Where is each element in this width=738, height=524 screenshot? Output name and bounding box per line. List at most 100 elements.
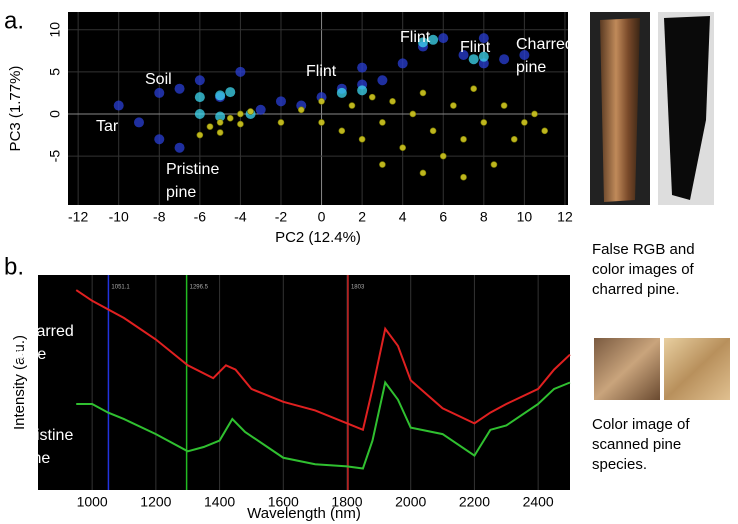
marker-label: 1296.5 bbox=[190, 285, 209, 291]
data-point bbox=[357, 62, 368, 73]
data-point bbox=[318, 119, 325, 126]
data-point bbox=[379, 119, 386, 126]
caption: scanned pine bbox=[592, 436, 681, 453]
false-rgb-image bbox=[600, 18, 640, 202]
x-tick-label: 2200 bbox=[459, 494, 490, 510]
data-point bbox=[113, 100, 124, 111]
data-point bbox=[338, 127, 346, 135]
y-tick-label: 5 bbox=[47, 68, 63, 76]
data-point bbox=[480, 119, 488, 126]
plot-area bbox=[68, 12, 568, 205]
data-point bbox=[541, 127, 548, 135]
data-point bbox=[377, 75, 388, 86]
data-point bbox=[368, 93, 376, 101]
data-point bbox=[397, 58, 408, 69]
data-point bbox=[429, 127, 437, 135]
data-point bbox=[490, 161, 498, 168]
data-point bbox=[174, 83, 185, 94]
marker-label: 1803 bbox=[351, 285, 365, 291]
data-point bbox=[247, 108, 254, 115]
x-tick-label: -4 bbox=[234, 209, 247, 225]
panel-label: b. bbox=[4, 253, 24, 280]
data-point bbox=[470, 85, 477, 92]
data-point bbox=[419, 89, 427, 97]
annotation: pine bbox=[20, 450, 50, 467]
data-point bbox=[519, 49, 530, 60]
data-point bbox=[275, 96, 286, 107]
data-point bbox=[237, 110, 244, 118]
data-point bbox=[225, 87, 236, 98]
x-tick-label: 1600 bbox=[268, 494, 299, 510]
data-point bbox=[379, 161, 386, 168]
data-point bbox=[521, 119, 528, 126]
data-point bbox=[409, 110, 417, 118]
x-tick-label: 6 bbox=[439, 209, 447, 225]
data-point bbox=[468, 54, 479, 65]
data-point bbox=[215, 90, 226, 101]
annotation: pine bbox=[516, 59, 546, 76]
data-point bbox=[460, 173, 467, 181]
spectrum-line bbox=[75, 289, 571, 432]
data-point bbox=[154, 134, 165, 145]
x-tick-label: -12 bbox=[68, 209, 88, 225]
x-axis-label: PC2 (12.4%) bbox=[275, 229, 361, 246]
data-point bbox=[336, 87, 347, 98]
data-point bbox=[206, 123, 214, 130]
data-point bbox=[297, 106, 305, 114]
y-tick-label: 0 bbox=[47, 110, 63, 118]
x-tick-label: 1800 bbox=[331, 494, 362, 510]
x-tick-label: -6 bbox=[194, 209, 207, 225]
data-point bbox=[216, 129, 224, 136]
data-point bbox=[318, 98, 325, 105]
annotation: Soil bbox=[145, 71, 172, 88]
data-point bbox=[348, 102, 356, 109]
x-tick-label: 1000 bbox=[77, 494, 108, 510]
x-tick-label: 8 bbox=[480, 209, 488, 225]
data-point bbox=[277, 119, 285, 126]
data-point bbox=[237, 120, 244, 128]
x-tick-label: 4 bbox=[399, 209, 407, 225]
data-point bbox=[417, 37, 428, 48]
annotation: Flint bbox=[306, 63, 337, 80]
data-point bbox=[194, 75, 205, 86]
annotation: Flint bbox=[400, 29, 431, 46]
x-tick-label: -10 bbox=[109, 209, 129, 225]
y-axis-label: PC3 (1.77%) bbox=[7, 66, 24, 152]
x-tick-label: 2400 bbox=[523, 494, 554, 510]
annotation: Charred bbox=[16, 323, 74, 340]
x-axis-label: Wavelength (nm) bbox=[247, 505, 361, 522]
data-point bbox=[419, 169, 427, 177]
data-point bbox=[439, 152, 447, 160]
annotation: Tar bbox=[96, 118, 119, 135]
annotation: Pristine bbox=[20, 427, 73, 444]
plot-area bbox=[38, 275, 570, 490]
data-point bbox=[194, 108, 205, 119]
data-point bbox=[510, 135, 518, 143]
data-point bbox=[255, 104, 266, 115]
annotation: Flint bbox=[460, 39, 491, 56]
x-tick-label: 10 bbox=[517, 209, 533, 225]
x-tick-label: 2000 bbox=[395, 494, 426, 510]
data-point bbox=[174, 142, 185, 153]
caption: Color image of bbox=[592, 416, 690, 433]
data-point bbox=[389, 98, 396, 105]
x-tick-label: 1200 bbox=[140, 494, 171, 510]
x-tick-label: 2 bbox=[358, 209, 366, 225]
x-tick-label: -8 bbox=[153, 209, 166, 225]
data-point bbox=[478, 33, 489, 44]
color-image bbox=[664, 16, 710, 200]
x-tick-label: 12 bbox=[557, 209, 573, 225]
caption: False RGB and bbox=[592, 241, 695, 258]
spectrum-line bbox=[76, 380, 571, 470]
annotation: Charred bbox=[516, 36, 574, 53]
y-axis-label: Intensity (a.u.) bbox=[11, 335, 28, 430]
data-point bbox=[478, 51, 489, 62]
x-tick-label: 1400 bbox=[204, 494, 235, 510]
y-tick-label: -5 bbox=[47, 150, 63, 163]
data-point bbox=[399, 144, 406, 151]
annotation: pine bbox=[166, 184, 196, 201]
y-tick-label: 10 bbox=[47, 22, 63, 38]
caption: color images of bbox=[592, 261, 695, 278]
annotation: Pristine bbox=[166, 161, 219, 178]
marker-label: 1051.1 bbox=[111, 285, 130, 291]
